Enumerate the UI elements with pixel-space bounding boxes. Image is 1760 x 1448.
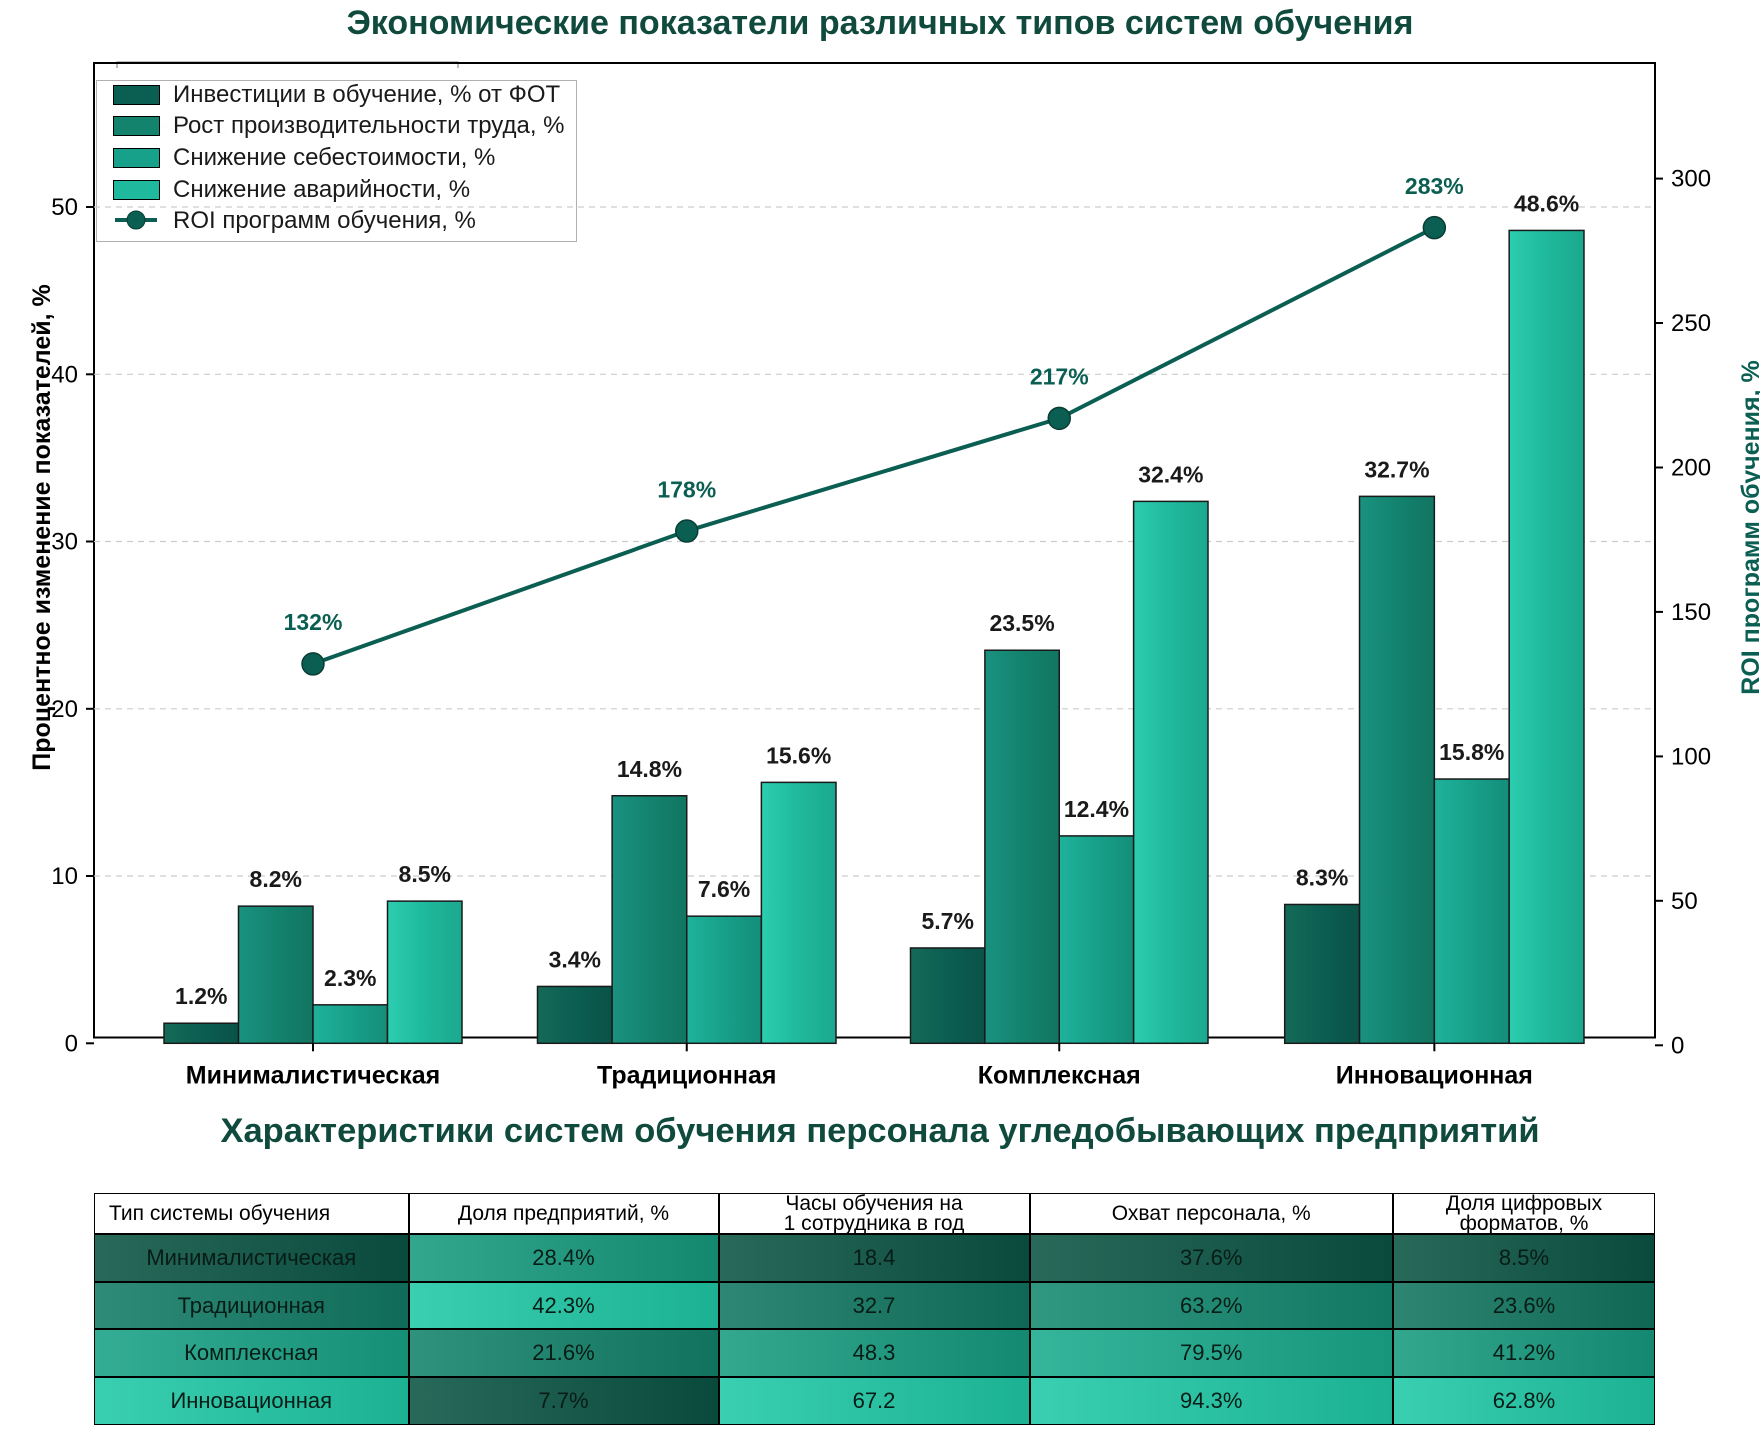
svg-text:132%: 132% [284, 609, 343, 635]
svg-text:14.8%: 14.8% [617, 756, 682, 782]
svg-text:5.7%: 5.7% [921, 908, 973, 934]
svg-text:12.4%: 12.4% [1064, 796, 1129, 822]
svg-text:20: 20 [51, 696, 78, 723]
svg-text:300: 300 [1671, 166, 1711, 193]
svg-text:Традиционная: Традиционная [597, 1061, 776, 1089]
svg-text:283%: 283% [1405, 173, 1464, 199]
svg-text:15.6%: 15.6% [766, 742, 831, 768]
svg-text:48.6%: 48.6% [1514, 190, 1579, 216]
svg-text:30: 30 [51, 529, 78, 556]
svg-text:50: 50 [1671, 888, 1698, 915]
svg-text:8.3%: 8.3% [1296, 864, 1348, 890]
svg-text:50: 50 [51, 194, 78, 221]
svg-text:32.7%: 32.7% [1364, 456, 1429, 482]
svg-text:7.6%: 7.6% [698, 876, 750, 902]
svg-text:200: 200 [1671, 455, 1711, 482]
svg-text:0: 0 [1671, 1032, 1684, 1059]
svg-text:32.4%: 32.4% [1138, 461, 1203, 487]
svg-text:2.3%: 2.3% [324, 965, 376, 991]
svg-text:Комплексная: Комплексная [978, 1061, 1141, 1089]
svg-text:0: 0 [65, 1030, 78, 1057]
svg-text:10: 10 [51, 863, 78, 890]
svg-text:8.5%: 8.5% [399, 861, 451, 887]
svg-text:23.5%: 23.5% [989, 610, 1054, 636]
svg-text:40: 40 [51, 361, 78, 388]
svg-text:150: 150 [1671, 599, 1711, 626]
svg-text:1.2%: 1.2% [175, 983, 227, 1009]
svg-text:217%: 217% [1030, 364, 1089, 390]
svg-text:Минималистическая: Минималистическая [186, 1061, 441, 1089]
svg-text:3.4%: 3.4% [549, 946, 601, 972]
svg-text:100: 100 [1671, 743, 1711, 770]
svg-text:15.8%: 15.8% [1439, 739, 1504, 765]
svg-text:Инновационная: Инновационная [1336, 1061, 1533, 1089]
svg-text:178%: 178% [657, 476, 716, 502]
svg-text:8.2%: 8.2% [250, 866, 302, 892]
svg-text:250: 250 [1671, 310, 1711, 337]
